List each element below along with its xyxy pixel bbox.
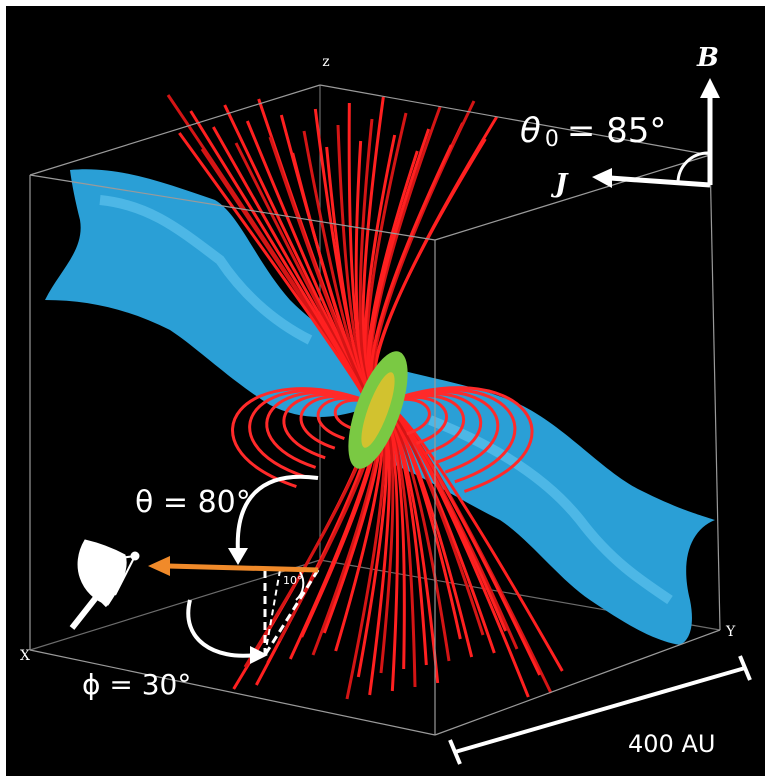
value: = 85° [567,111,667,151]
scale-label: 400 AU [628,730,715,758]
subscript: 0 [545,127,559,152]
symbol: θ [520,111,541,151]
theta-label: θ = 80° [135,485,251,520]
feed [131,552,139,560]
small-angle-label: 10° [283,574,303,587]
b-label: B [696,43,719,73]
figure: z X Y B J θ0= 85° θ = 80° 10° ϕ = 30° [0,0,771,782]
axis-label: Y [725,624,736,640]
axis-label: z [322,54,329,70]
phi-label: ϕ = 30° [82,668,191,701]
axis-label: X [20,648,30,664]
